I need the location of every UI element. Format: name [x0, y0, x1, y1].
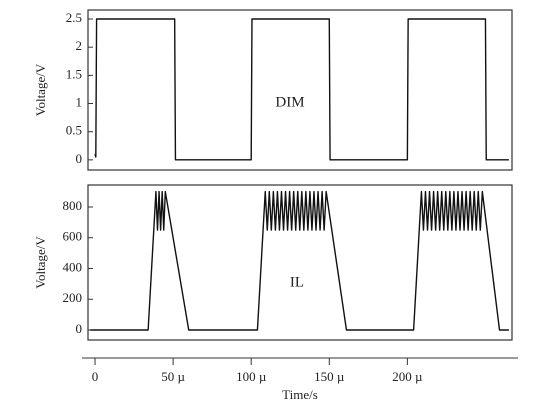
y-axis-label: Voltage/V [33, 63, 48, 116]
plot-frame [87, 9, 513, 171]
x-tick-label: 150 µ [314, 369, 345, 384]
annotation: IL [290, 274, 304, 290]
y-tick-label: 200 [63, 290, 83, 305]
x-axis-label: Time/s [282, 387, 318, 402]
y-tick-label: 2 [76, 38, 83, 53]
annotation: DIM [275, 94, 304, 110]
x-tick-label: 100 µ [236, 369, 267, 384]
y-tick-label: 0 [76, 151, 83, 166]
y-tick-label: 400 [63, 259, 83, 274]
x-tick-label: 50 µ [161, 369, 185, 384]
y-tick-label: 0.5 [66, 123, 82, 138]
x-tick-label: 0 [92, 369, 99, 384]
y-tick-label: 800 [63, 198, 83, 213]
y-tick-label: 600 [63, 229, 83, 244]
x-tick-label: 200 µ [392, 369, 423, 384]
line-trace [90, 190, 509, 331]
y-tick-label: 1.5 [66, 66, 82, 81]
y-axis-label: Voltage/V [33, 236, 48, 289]
y-tick-label: 2.5 [66, 10, 82, 25]
y-tick-label: 0 [76, 321, 83, 336]
line-trace [94, 18, 509, 161]
y-tick-label: 1 [76, 95, 83, 110]
plot-frame [87, 184, 513, 341]
